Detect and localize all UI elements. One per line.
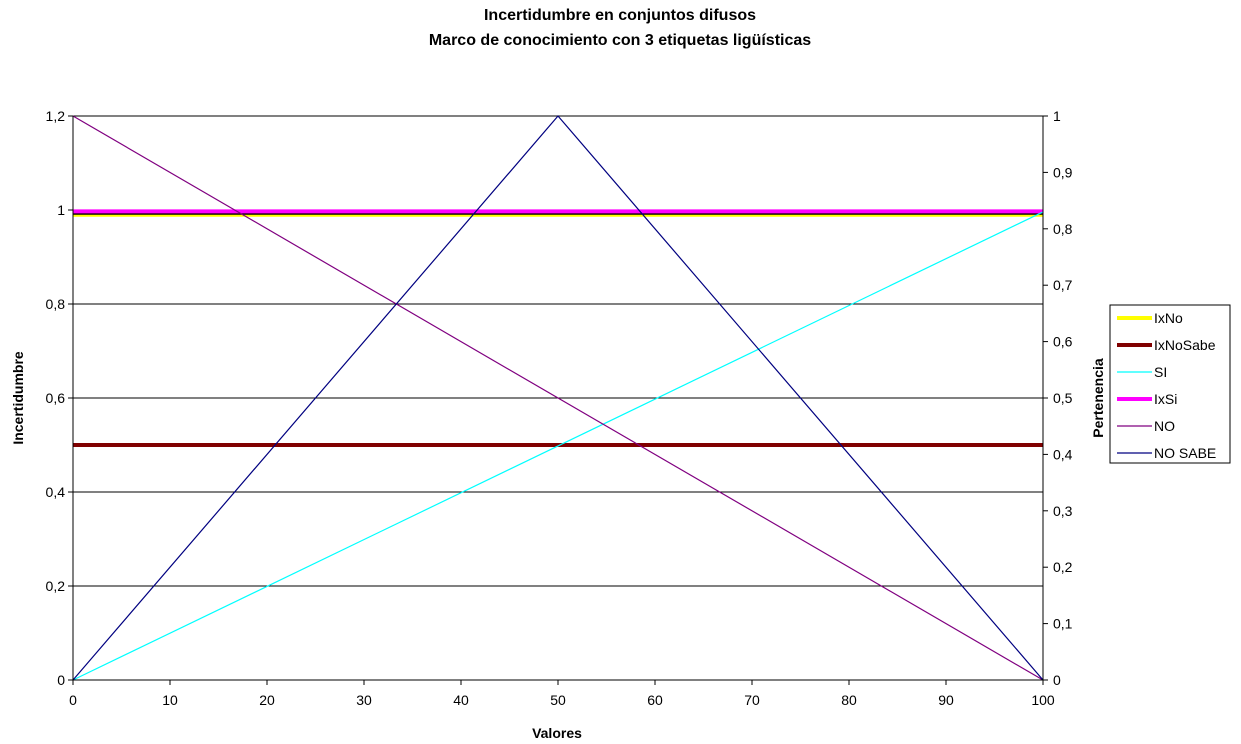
- series-line-no: [72, 115, 1044, 681]
- legend-label-4: NO: [1154, 418, 1175, 434]
- legend-label-5: NO SABE: [1154, 445, 1216, 461]
- y2-tick-label-5: 0,5: [1053, 390, 1073, 406]
- y2-tick-label-6: 0,6: [1053, 334, 1073, 350]
- y-tick-label-6: 1,2: [46, 108, 66, 124]
- y-tick-label-3: 0,6: [46, 390, 66, 406]
- x-tick-label-2: 20: [259, 692, 275, 708]
- chart-title: Incertidumbre en conjuntos difusos: [484, 7, 756, 24]
- y2-tick-label-4: 0,4: [1053, 446, 1073, 462]
- x-tick-label-8: 80: [841, 692, 857, 708]
- legend-label-2: SI: [1154, 364, 1167, 380]
- y-tick-label-0: 0: [57, 672, 65, 688]
- y2-tick-label-2: 0,2: [1053, 559, 1073, 575]
- y-tick-label-5: 1: [57, 202, 65, 218]
- axes: [68, 116, 1048, 685]
- y2-tick-label-0: 0: [1053, 672, 1061, 688]
- y-tick-label-4: 0,8: [46, 296, 66, 312]
- legend-label-1: IxNoSabe: [1154, 337, 1216, 353]
- y2-axis-ticks: 0 0,1 0,2 0,3 0,4 0,5 0,6 0,7 0,8 0,9 1: [1043, 108, 1073, 688]
- x-axis-title: Valores: [532, 725, 582, 741]
- x-tick-label-7: 70: [744, 692, 760, 708]
- y2-tick-label-1: 0,1: [1053, 616, 1073, 632]
- x-tick-label-4: 40: [453, 692, 469, 708]
- y-axis-title: Incertidumbre: [10, 351, 26, 445]
- x-tick-label-6: 60: [647, 692, 663, 708]
- y2-axis-title: Pertenencia: [1090, 358, 1106, 438]
- chart-subtitle: Marco de conocimiento con 3 etiquetas li…: [429, 32, 811, 49]
- y2-tick-label-10: 1: [1053, 108, 1061, 124]
- legend-label-3: IxSi: [1154, 391, 1177, 407]
- y-tick-label-1: 0,2: [46, 578, 66, 594]
- legend-label-0: IxNo: [1154, 310, 1183, 326]
- x-tick-label-5: 50: [550, 692, 566, 708]
- legend-box: [1109, 304, 1231, 464]
- gridlines: [73, 115, 1043, 587]
- legend: IxNo IxNoSabe SI IxSi NO NO SABE: [1109, 304, 1231, 464]
- y2-tick-label-3: 0,3: [1053, 503, 1073, 519]
- series-layer: [72, 115, 1044, 681]
- x-tick-label-10: 100: [1031, 692, 1055, 708]
- y-tick-label-2: 0,4: [46, 484, 66, 500]
- x-tick-label-3: 30: [356, 692, 372, 708]
- series-line-no-sabe: [72, 115, 1044, 681]
- y2-tick-label-9: 0,9: [1053, 164, 1073, 180]
- x-tick-label-1: 10: [162, 692, 178, 708]
- y2-tick-label-7: 0,7: [1053, 277, 1073, 293]
- x-tick-label-9: 90: [938, 692, 954, 708]
- x-tick-label-0: 0: [69, 692, 77, 708]
- series-line-si: [72, 211, 1044, 681]
- y2-tick-label-8: 0,8: [1053, 221, 1073, 237]
- y-axis-ticks: 0 0,2 0,4 0,6 0,8 1 1,2: [46, 108, 73, 688]
- x-axis-ticks: 0 10 20 30 40 50 60 70 80 90 100: [69, 680, 1055, 708]
